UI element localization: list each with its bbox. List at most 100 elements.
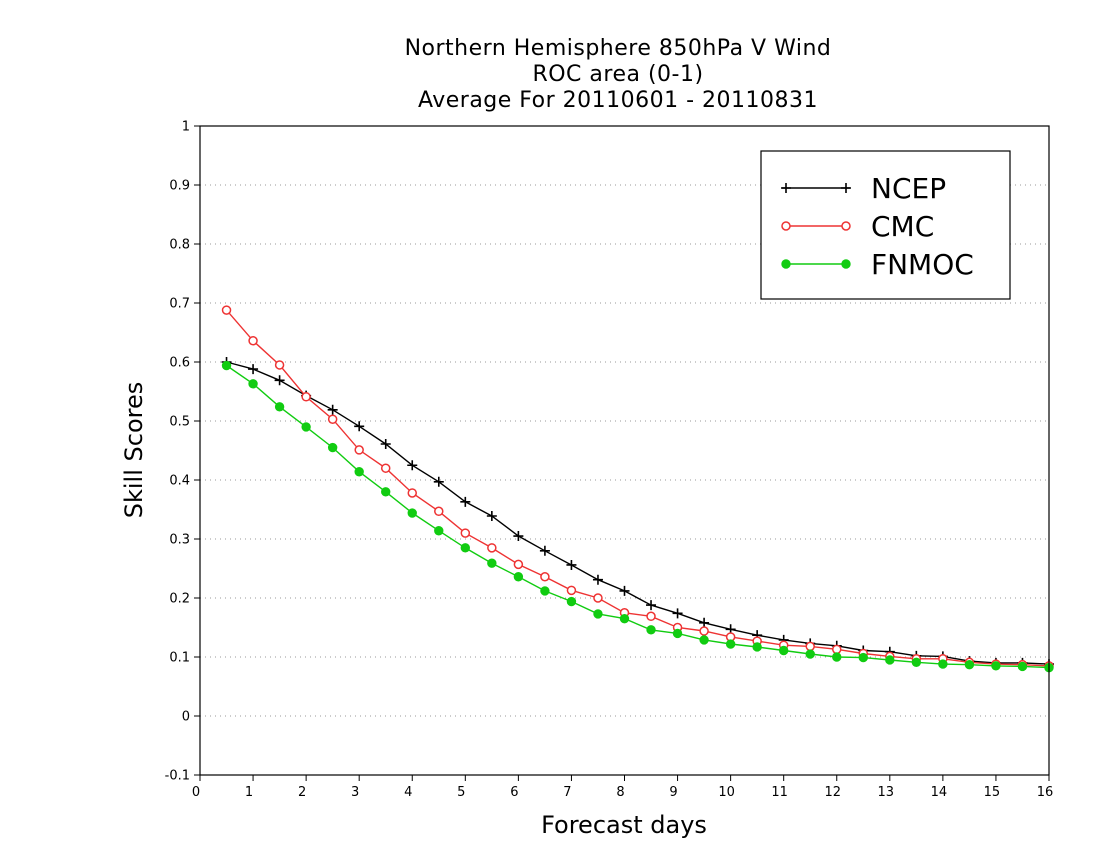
x-tick-label: 9 <box>669 785 677 800</box>
legend-cmc-marker <box>841 221 851 231</box>
x-tick-label: 2 <box>298 785 306 800</box>
fnmoc-point <box>832 652 842 662</box>
x-tick-label: 7 <box>563 785 571 800</box>
fnmoc-point <box>593 609 603 619</box>
legend-box <box>760 150 1011 300</box>
fnmoc-point <box>274 402 285 412</box>
ncep-point <box>672 608 683 619</box>
cmc-point <box>460 528 471 538</box>
ncep-point <box>566 559 577 570</box>
y-tick-label: 0.5 <box>169 415 190 430</box>
x-tick-label: 10 <box>718 785 735 800</box>
cmc-point <box>646 611 656 622</box>
fnmoc-point <box>566 596 577 607</box>
legend-fnmoc-marker <box>781 259 791 269</box>
y-tick-label: 0.1 <box>169 651 190 666</box>
x-tick-label: 13 <box>878 785 895 800</box>
ncep-line <box>226 361 1050 665</box>
y-tick-label: 0.2 <box>169 592 190 607</box>
ncep-point <box>592 574 603 585</box>
ncep-point <box>407 460 418 471</box>
fnmoc-point <box>778 645 789 656</box>
y-tick-label: 0.3 <box>169 533 190 548</box>
cmc-point <box>248 336 258 346</box>
cmc-point <box>487 543 497 553</box>
cmc-line <box>225 309 1050 667</box>
y-tick-label: -0.1 <box>165 769 190 784</box>
legend-cmc-marker <box>781 221 791 231</box>
ncep-point <box>486 510 497 521</box>
x-tick-label: 8 <box>616 785 624 800</box>
x-axis-ticks: 0 1 2 3 4 5 6 7 8 9 10 11 12 13 14 15 16 <box>192 775 1053 800</box>
chart-title-line-2: ROC area (0-1) <box>532 62 704 87</box>
fnmoc-point <box>487 558 497 568</box>
fnmoc-point <box>248 379 258 389</box>
cmc-point <box>805 641 815 652</box>
fnmoc-point <box>381 487 391 497</box>
ncep-point <box>619 585 630 596</box>
y-axis-ticks: -0.1 0 0.1 0.2 0.3 0.4 0.5 0.6 0.7 0.8 0.9 1 <box>165 120 200 784</box>
cmc-point <box>540 572 550 582</box>
legend-ncep-marker <box>841 183 851 193</box>
cmc-point <box>832 644 842 655</box>
fnmoc-point <box>752 642 762 652</box>
y-tick-label: 0.4 <box>169 474 190 489</box>
cmc-point <box>301 392 311 402</box>
y-tick-label: 0.7 <box>169 297 190 312</box>
cmc-point <box>407 488 417 498</box>
ncep-point <box>274 375 285 386</box>
fnmoc-point <box>1017 661 1028 672</box>
fnmoc-point <box>327 442 338 453</box>
cmc-point <box>434 506 444 517</box>
ncep-point <box>380 439 391 450</box>
fnmoc-point <box>434 526 444 536</box>
x-tick-label: 5 <box>457 785 465 800</box>
fnmoc-point <box>540 586 550 596</box>
cmc-point <box>354 445 364 455</box>
series-ncep <box>221 357 1054 670</box>
x-tick-label: 4 <box>404 785 412 800</box>
fnmoc-point <box>858 652 868 663</box>
legend-ncep-label: NCEP <box>871 172 946 205</box>
cmc-point <box>566 585 577 596</box>
ncep-point <box>433 476 444 487</box>
fnmoc-point <box>805 649 815 659</box>
legend: NCEP CMC FNMOC <box>760 150 1011 300</box>
legend-fnmoc-label: FNMOC <box>871 248 974 281</box>
x-tick-label: 3 <box>351 785 359 800</box>
fnmoc-point <box>407 508 417 518</box>
x-tick-label: 1 <box>245 785 253 800</box>
series-cmc <box>221 305 1054 671</box>
y-tick-label: 0 <box>182 710 190 725</box>
fnmoc-point <box>513 572 524 582</box>
y-axis-label: Skill Scores <box>120 382 148 519</box>
chart-title-line-1: Northern Hemisphere 850hPa V Wind <box>404 36 832 61</box>
cmc-point <box>221 305 232 315</box>
x-tick-label: 16 <box>1037 785 1054 800</box>
series-fnmoc <box>221 360 1054 673</box>
y-tick-label: 0.9 <box>169 179 190 194</box>
fnmoc-point <box>301 422 311 432</box>
ncep-point <box>699 617 710 628</box>
legend-ncep-marker <box>781 183 791 193</box>
x-tick-label: 15 <box>984 785 1001 800</box>
fnmoc-point <box>672 628 683 639</box>
ncep-point <box>539 545 550 556</box>
y-tick-label: 0.6 <box>169 356 190 371</box>
x-tick-label: 11 <box>771 785 788 800</box>
fnmoc-point <box>460 543 471 553</box>
fnmoc-point <box>725 639 736 649</box>
ncep-point <box>248 364 259 375</box>
series-group <box>221 305 1054 673</box>
fnmoc-point <box>646 625 656 635</box>
fnmoc-line <box>226 364 1050 669</box>
legend-cmc-label: CMC <box>871 210 934 243</box>
fnmoc-point <box>991 661 1001 671</box>
plot-frame <box>199 125 1050 776</box>
fnmoc-point <box>354 467 364 477</box>
fnmoc-point <box>221 360 232 371</box>
x-tick-label: 14 <box>931 785 948 800</box>
chart-title-line-3: Average For 20110601 - 20110831 <box>417 88 819 113</box>
x-tick-label: 6 <box>510 785 518 800</box>
